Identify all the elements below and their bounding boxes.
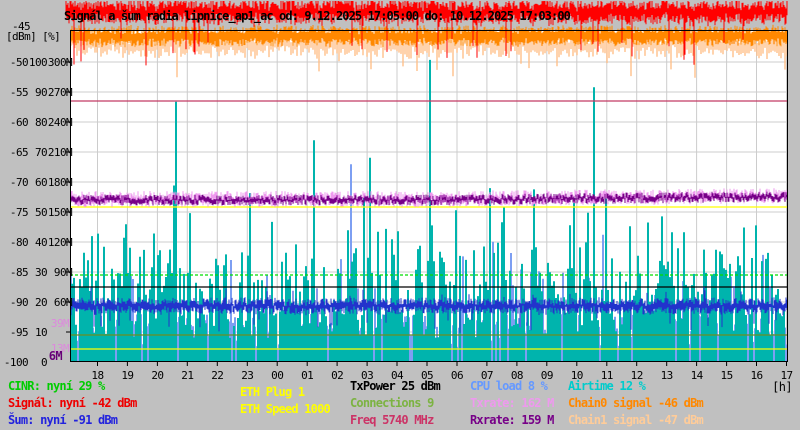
y-label-pct: 90 [34, 86, 48, 99]
x-tick-label: 07 [480, 369, 494, 382]
y-label-dbm: -55 [9, 86, 29, 99]
x-tick-label: 15 [720, 369, 734, 382]
x-tick-label: 10 [570, 369, 584, 382]
y-label-dbm: -60 [9, 116, 29, 129]
y-axis-row: -95 10 [0, 326, 72, 339]
y-axis-row: -50 100 300M [0, 56, 73, 69]
x-tick-label: 20 [151, 369, 164, 382]
y-axis-row: -55 90 270M [0, 86, 73, 99]
legend-cinr: CINR: nyní 29 % [8, 379, 105, 393]
x-tick-label: 09 [540, 369, 554, 382]
y-label-rate: 240M [47, 116, 73, 129]
y-label-rate: 180M [47, 176, 73, 189]
legend-cpu: CPU load 8 % [470, 379, 548, 393]
y-label-pct: 10 [34, 326, 48, 339]
rate-marker-13M: 13M [50, 342, 70, 355]
y-axis-row: -65 70 210M [0, 146, 73, 159]
legend-connections: Connections 9 [350, 396, 434, 410]
graph-title: Signál a šum radia lipnice_ap1_ac od: 9.… [64, 9, 571, 23]
x-tick-label: 21 [181, 369, 194, 382]
y-axis-row: -75 50 150M [0, 206, 73, 219]
y-axis-unit-header: [dBm] [%] [6, 30, 61, 43]
y-label-dbm: -100 [3, 356, 29, 369]
legend-eth-speed: ETH Speed 1000 [240, 402, 331, 416]
y-label-pct: 100 [28, 56, 48, 69]
y-label-dbm: -75 [9, 206, 29, 219]
y-label-pct: 80 [34, 116, 48, 129]
y-label-dbm: -65 [9, 146, 29, 159]
legend-txpower: TxPower 25 dBm [350, 379, 441, 393]
y-label-pct: 40 [34, 236, 48, 249]
x-tick-label: 04 [391, 369, 404, 382]
y-label-rate: 90M [53, 266, 73, 279]
legend-eth-plug: ETH Plug 1 [240, 385, 305, 399]
x-tick-label: 18 [91, 369, 104, 382]
axis-ticks [66, 61, 787, 366]
y-label-dbm: -85 [9, 266, 29, 279]
y-label-dbm: -70 [9, 176, 29, 189]
legend-freq: Freq 5740 MHz [350, 413, 434, 427]
y-label-pct: 50 [34, 206, 48, 219]
plot-frame [70, 30, 788, 362]
legend-noise: Šum: nyní -91 dBm [8, 413, 118, 427]
x-tick-label: 16 [750, 369, 764, 382]
x-tick-label: 01 [301, 369, 314, 382]
y-label-pct: 70 [34, 146, 48, 159]
rate-marker-39M: 39M [50, 317, 70, 330]
y-axis-row: -85 30 90M [0, 266, 73, 279]
y-label-pct: 20 [34, 296, 48, 309]
legend-chain1: Chain1 signal -47 dBm [568, 413, 704, 427]
y-axis-row: -80 40 120M [0, 236, 73, 249]
y-label-rate: 300M [47, 56, 73, 69]
legend-signal: Signál: nyní -42 dBm [8, 396, 137, 410]
y-label-rate: 270M [47, 86, 73, 99]
x-tick-label: 08 [510, 369, 524, 382]
x-tick-label: 00 [271, 369, 284, 382]
legend-rxrate: Rxrate: 159 M [470, 413, 554, 427]
y-label-rate: 120M [47, 236, 73, 249]
x-tick-label: 13 [660, 369, 674, 382]
y-axis-row: -90 20 60M [0, 296, 73, 309]
y-label-pct: 30 [34, 266, 48, 279]
y-axis-row: -100 0 [0, 356, 72, 369]
x-tick-label: 02 [331, 369, 344, 382]
x-axis-unit: [h] [772, 380, 792, 394]
x-tick-label: 14 [690, 369, 704, 382]
x-tick-label: 11 [600, 369, 614, 382]
legend-chain0: Chain0 signal -46 dBm [568, 396, 704, 410]
y-label-rate: 150M [47, 206, 73, 219]
y-axis-top-label: -45 [12, 20, 31, 33]
x-tick-label: 06 [450, 369, 464, 382]
y-label-dbm: -95 [9, 326, 29, 339]
y-label-rate: 210M [47, 146, 73, 159]
y-axis-row: -60 80 240M [0, 116, 73, 129]
y-axis-row: -70 60 180M [0, 176, 73, 189]
signal-trace [65, 1, 788, 66]
rate-marker-6M: 6M [48, 349, 63, 363]
x-tick-label: 19 [121, 369, 134, 382]
y-label-pct: 0 [40, 356, 48, 369]
x-tick-label: 22 [211, 369, 224, 382]
y-label-dbm: -90 [9, 296, 29, 309]
y-label-rate: 60M [53, 296, 73, 309]
x-tick-label: 12 [630, 369, 644, 382]
legend-airtime: Airtime 12 % [568, 379, 646, 393]
x-tick-label: 03 [361, 369, 374, 382]
y-label-dbm: -80 [9, 236, 29, 249]
x-tick-label: 23 [241, 369, 254, 382]
y-label-pct: 60 [34, 176, 48, 189]
x-tick-label: 05 [420, 369, 434, 382]
x-tick-label: 17 [780, 369, 793, 382]
legend-txrate: Txrate: 162 M [470, 396, 554, 410]
y-label-dbm: -50 [9, 56, 29, 69]
